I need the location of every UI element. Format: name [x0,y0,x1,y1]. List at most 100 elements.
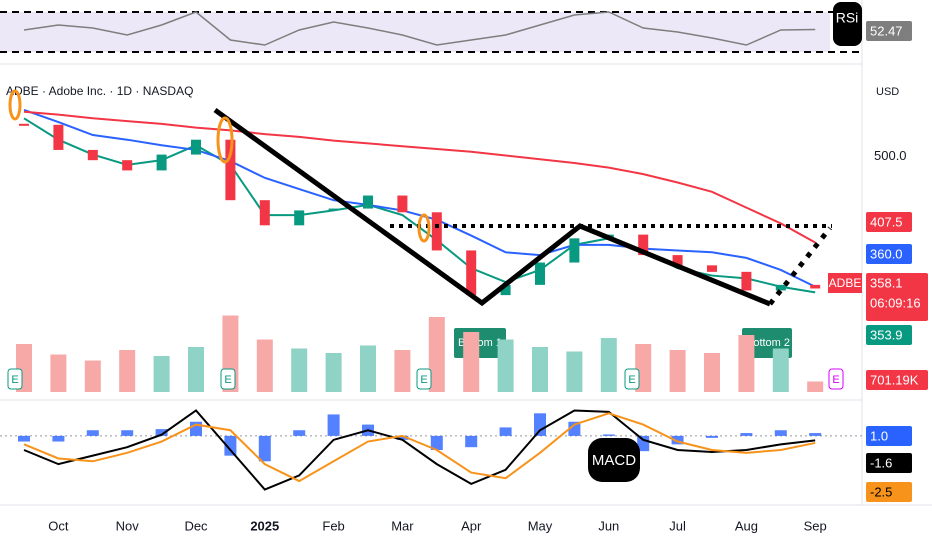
candle [156,154,167,171]
volume-bar [119,350,136,392]
histogram-value-bg [866,426,912,446]
histogram-bar [499,427,512,436]
volume-bar [600,338,617,392]
highlight-ellipse [216,116,234,164]
moving-average [23,110,816,244]
ma-value-bg [866,244,912,264]
volume-bar [669,350,686,392]
x-tick-label: Dec [184,518,208,533]
histogram-bar [706,435,718,438]
earnings-marker-bg [416,368,432,390]
y-tick-label: 500.0 [874,148,907,163]
candle [431,212,442,251]
volume-bar [188,347,204,392]
volume-value: 701.19K [870,372,919,387]
volume-bar [532,347,548,392]
x-tick-label: May [528,518,553,533]
volume-bar [394,350,411,392]
earnings-marker: E [832,374,839,386]
moving-average [23,108,816,288]
candle [19,123,29,126]
symbol-tag-bg [828,273,862,293]
macd-line [23,412,816,483]
histogram-bar [774,430,787,436]
volume-bar [738,335,755,392]
x-tick-label: Sep [804,518,827,533]
histogram-bar [52,435,65,442]
x-tick-label: Jun [598,518,619,533]
histogram-value: 1.0 [870,428,888,443]
candle [363,195,373,209]
last-price-bg [866,273,928,321]
volume-bar [463,332,480,392]
ma-value-bg [866,212,912,232]
candle [810,284,821,289]
candle [707,265,717,272]
candle [191,139,201,155]
candle [328,208,339,211]
x-tick-label: 2025 [250,518,279,533]
candle [672,255,683,266]
x-tick-label: Apr [461,518,482,533]
volume-bar [50,354,67,392]
highlight-ellipse [8,89,22,121]
earnings-marker: E [11,374,18,386]
earnings-marker: E [420,374,427,386]
x-tick-label: Mar [391,518,414,533]
macd-line [23,409,816,491]
x-tick-label: Nov [116,518,140,533]
rsi-value-bg [866,21,912,41]
histogram-bar [740,433,753,436]
histogram-bar [534,413,546,436]
countdown: 06:09:16 [870,295,921,310]
earnings-marker: E [628,374,635,386]
macd-tag: MACD [592,452,636,469]
signal-value-bg [866,482,912,502]
rsi-tag: RSi [836,10,859,26]
macd-tag-bg [588,438,640,482]
x-tick-label: Oct [48,518,69,533]
highlight-ellipse [417,213,431,243]
candle [122,160,133,171]
histogram-bar [430,435,443,450]
volume-bar [84,360,101,392]
ma-value: 360.0 [870,246,903,261]
histogram-bar [86,430,99,436]
x-tick-label: Aug [735,518,758,533]
histogram-bar [568,421,581,436]
volume-bar [325,353,342,392]
symbol-tag: ADBE [829,276,862,290]
x-tick-label: Jul [669,518,686,533]
rsi-line [23,11,816,46]
volume-bar [566,351,583,392]
candle [466,250,477,296]
histogram-bar [602,434,615,436]
histogram-bar [293,430,306,436]
candle [638,234,649,256]
macd-value: -1.6 [870,455,892,470]
ma-value: 407.5 [870,214,903,229]
candle [53,124,64,150]
x-tick-label: Feb [322,518,344,533]
drawings [8,89,832,307]
earnings-marker-bg [7,368,23,390]
histogram-bar [155,429,168,436]
candle [500,284,511,296]
candle [225,139,236,201]
rsi-band [0,12,830,52]
last-price: 358.1 [870,275,903,290]
earnings-marker-bg [220,368,236,390]
volume-bar [360,345,376,392]
ma-value-bg [866,325,912,345]
histogram-bar [18,435,30,442]
macd-value-bg [866,453,912,473]
volume-bar [291,348,308,392]
candle [87,149,98,161]
candle [569,238,580,263]
annotation: Bottom 2 [746,337,790,349]
histogram-bar [465,435,478,448]
candle [535,262,545,285]
histogram-bar [396,435,409,440]
histogram-bar [327,414,340,436]
